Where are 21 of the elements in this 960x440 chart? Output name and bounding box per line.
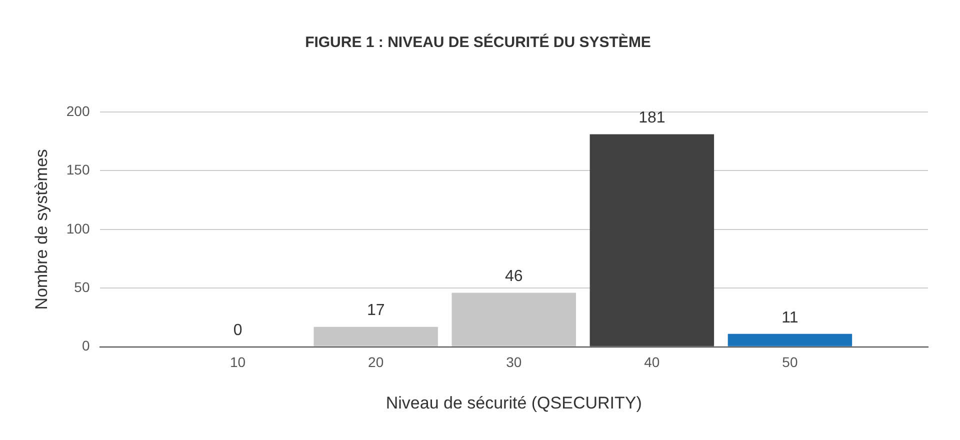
x-tick-label: 10 bbox=[230, 354, 246, 370]
bar bbox=[728, 334, 852, 346]
data-label: 11 bbox=[782, 309, 798, 326]
x-tick-label: 40 bbox=[644, 354, 660, 370]
y-tick-label: 200 bbox=[66, 102, 90, 119]
bar bbox=[452, 292, 576, 346]
x-axis-title: Niveau de sécurité (QSECURITY) bbox=[386, 393, 642, 412]
chart-title: FIGURE 1 : NIVEAU DE SÉCURITÉ DU SYSTÈME bbox=[305, 33, 651, 52]
y-tick-label: 150 bbox=[66, 162, 90, 178]
data-label: 17 bbox=[366, 302, 385, 320]
bar bbox=[314, 326, 438, 346]
x-tick-label: 30 bbox=[506, 354, 522, 370]
data-label: 0 bbox=[233, 322, 242, 340]
y-tick-label: 100 bbox=[66, 220, 90, 236]
data-label: 46 bbox=[504, 268, 523, 286]
x-tick-label: 20 bbox=[368, 354, 384, 370]
y-tick-label: 0 bbox=[82, 338, 90, 354]
x-tick-label: 50 bbox=[782, 354, 798, 370]
y-axis-title: Nombre de systèmes bbox=[32, 149, 51, 310]
y-tick-label: 50 bbox=[74, 278, 90, 295]
data-label: 181 bbox=[638, 110, 666, 127]
